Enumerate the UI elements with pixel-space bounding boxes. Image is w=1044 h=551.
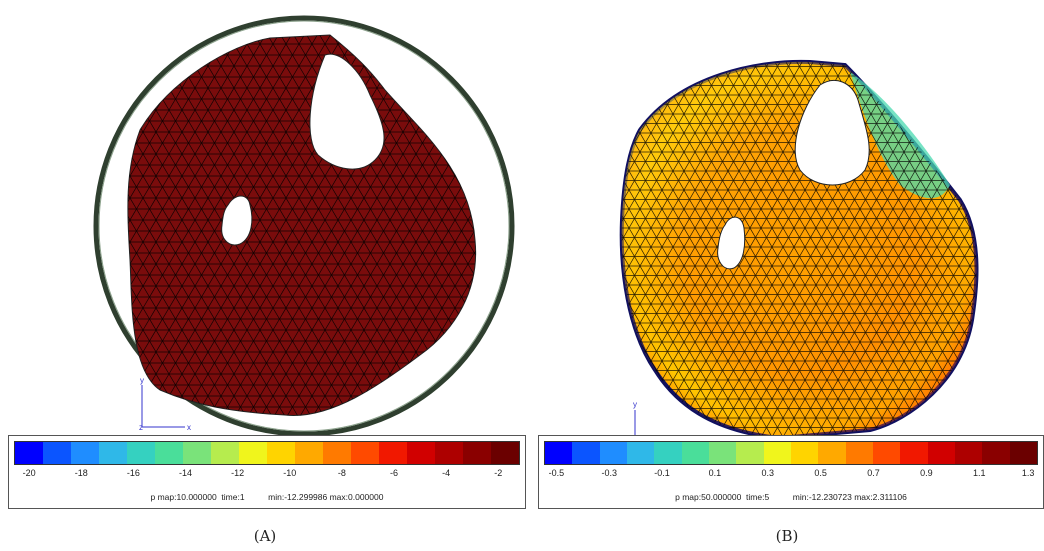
colorbar-swatch bbox=[927, 442, 955, 464]
tick-label: -8 bbox=[337, 468, 346, 478]
colorbar-ticks-a: -20 -18 -16 -14 -12 -10 -8 -6 -4 -2 bbox=[14, 468, 520, 480]
colorbar-swatch bbox=[763, 442, 791, 464]
colorbar-swatch bbox=[211, 442, 239, 464]
caption-b: (B) bbox=[775, 527, 799, 545]
axis-label-x: x bbox=[187, 423, 191, 432]
tick-label: 1.3 bbox=[1021, 468, 1035, 478]
caption-a: (A) bbox=[253, 527, 277, 545]
colorbar-swatch bbox=[323, 442, 351, 464]
colorbar-swatch bbox=[790, 442, 819, 464]
axis-label-y: y bbox=[140, 376, 144, 385]
map-info-b: p map:50.000000 time:5 min:-12.230723 ma… bbox=[675, 492, 907, 502]
tick-label: 0.7 bbox=[867, 468, 880, 478]
colorbar-swatch bbox=[1009, 442, 1037, 464]
tick-label: -14 bbox=[179, 468, 193, 478]
hole-large-b bbox=[794, 80, 870, 186]
colorbar-swatch bbox=[872, 442, 901, 464]
colorbar-swatch bbox=[900, 442, 928, 464]
colorbar-swatch bbox=[572, 442, 600, 464]
tick-label: -4 bbox=[442, 468, 451, 478]
colorbar-swatch bbox=[982, 442, 1010, 464]
colorbar-swatch bbox=[845, 442, 873, 464]
colorbar-swatch bbox=[435, 442, 463, 464]
colorbar-swatch bbox=[463, 442, 491, 464]
colorbar-swatch bbox=[99, 442, 127, 464]
tick-label: -0.3 bbox=[601, 468, 617, 478]
colorbar-b bbox=[544, 441, 1038, 465]
colorbar-swatch bbox=[43, 442, 71, 464]
tick-label: -0.5 bbox=[548, 468, 565, 478]
boundary-ring bbox=[93, 15, 515, 435]
colorbar-swatch bbox=[491, 442, 519, 464]
colorbar-swatch bbox=[599, 442, 627, 464]
colorbar-swatch bbox=[379, 442, 407, 464]
colorbar-swatch bbox=[954, 442, 983, 464]
tick-label: -20 bbox=[22, 468, 36, 478]
tick-label: 0.3 bbox=[761, 468, 775, 478]
colorbar-swatch bbox=[626, 442, 655, 464]
hole-large-a bbox=[309, 53, 385, 170]
colorbar-swatch bbox=[15, 442, 43, 464]
colorbar-swatch bbox=[239, 442, 267, 464]
color-legend-a: -20 -18 -16 -14 -12 -10 -8 -6 -4 -2 p ma… bbox=[8, 435, 526, 509]
tick-label: -16 bbox=[126, 468, 140, 478]
colorbar-swatch bbox=[267, 442, 295, 464]
tick-label: -0.1 bbox=[654, 468, 670, 478]
colorbar-swatch bbox=[71, 442, 99, 464]
colorbar-swatch bbox=[654, 442, 682, 464]
colorbar-swatch bbox=[736, 442, 764, 464]
map-info-a: p map:10.000000 time:1 min:-12.299986 ma… bbox=[150, 492, 384, 502]
colorbar-a bbox=[14, 441, 520, 465]
hole-small-b bbox=[717, 216, 746, 270]
tick-label: -6 bbox=[389, 468, 399, 478]
tick-label: 0.1 bbox=[708, 468, 722, 478]
mesh-domain-a bbox=[127, 34, 477, 416]
tick-label: 0.5 bbox=[814, 468, 827, 478]
mesh-domain-b bbox=[619, 59, 979, 435]
colorbar-swatch bbox=[155, 442, 183, 464]
hole-small-a bbox=[221, 195, 253, 246]
mesh-view-a: y x z bbox=[93, 15, 515, 435]
panel-a: y x z -20 -18 -16 -14 -12 -10 -8 -6 -4 -… bbox=[8, 15, 526, 545]
colorbar-swatch bbox=[407, 442, 435, 464]
colorbar-ticks-b: -0.5 -0.3 -0.1 0.1 0.3 0.5 0.7 0.9 1.1 1… bbox=[544, 468, 1038, 480]
colorbar-swatch bbox=[708, 442, 737, 464]
tick-label: -10 bbox=[283, 468, 297, 478]
color-legend-b: -0.5 -0.3 -0.1 0.1 0.3 0.5 0.7 0.9 1.1 1… bbox=[538, 435, 1044, 509]
colorbar-swatch bbox=[183, 442, 211, 464]
tick-label: -18 bbox=[74, 468, 88, 478]
colorbar-swatch bbox=[818, 442, 846, 464]
colorbar-swatch bbox=[545, 442, 573, 464]
axis-triad-b: y bbox=[633, 400, 637, 435]
colorbar-swatch bbox=[351, 442, 379, 464]
mesh-view-b: y bbox=[619, 59, 979, 435]
panel-b: y -0.5 -0.3 -0.1 0.1 0.3 0.5 0.7 0.9 1.1… bbox=[530, 0, 1044, 551]
axis-label-y: y bbox=[633, 400, 637, 409]
tick-label: -12 bbox=[231, 468, 245, 478]
colorbar-swatch bbox=[681, 442, 709, 464]
tick-label: -2 bbox=[494, 468, 503, 478]
axis-label-z: z bbox=[139, 423, 143, 432]
colorbar-swatch bbox=[127, 442, 155, 464]
tick-label: 1.1 bbox=[972, 468, 986, 478]
tick-label: 0.9 bbox=[920, 468, 933, 478]
colorbar-swatch bbox=[295, 442, 323, 464]
axis-triad-a: y x z bbox=[139, 376, 191, 432]
